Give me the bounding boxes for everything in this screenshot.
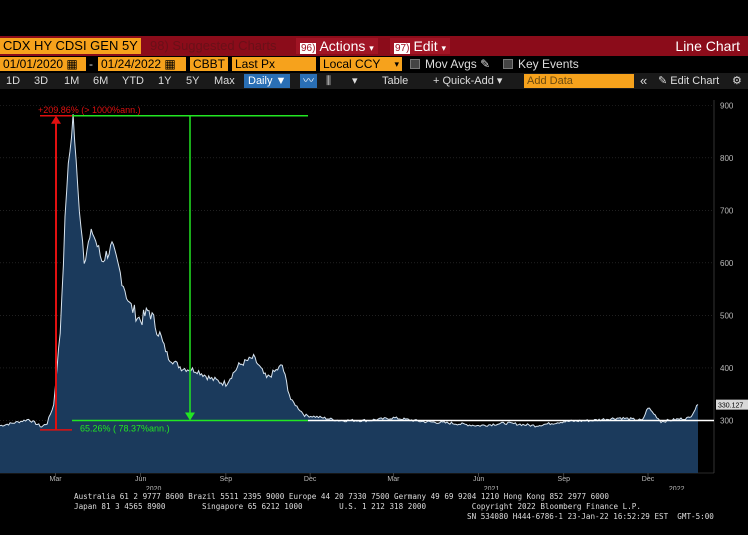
mov-avgs-label[interactable]: Mov Avgs ✎ (425, 57, 490, 71)
quick-add-button[interactable]: + Quick-Add ▾ (433, 75, 503, 87)
period-6m[interactable]: 6M (93, 75, 109, 87)
gear-icon[interactable]: ⚙ (732, 75, 742, 87)
mov-avgs-checkbox[interactable] (410, 59, 420, 69)
y-tick-label: 700 (720, 206, 734, 215)
date-separator: - (89, 57, 93, 71)
last-value-box (716, 399, 748, 410)
period-bar (0, 73, 748, 89)
series-area (0, 114, 698, 473)
y-tick-label: 800 (720, 154, 734, 163)
x-year-label: 2021 (484, 486, 500, 490)
rise-annotation: +209.86% (> 1000%ann.) (38, 105, 141, 115)
frequency-dropdown[interactable]: Daily ▼ (244, 74, 291, 88)
start-date-field[interactable]: 01/01/2020 ▦ (0, 57, 86, 71)
x-tick-label: Dec (304, 476, 317, 483)
y-axis: 300 400 500 600 700 800 900 (713, 100, 734, 473)
edit-menu-number: 97) (394, 43, 411, 54)
edit-chart-button[interactable]: ✎ Edit Chart (658, 74, 719, 88)
actions-menu-number: 96) (300, 43, 317, 54)
y-tick-label: 400 (720, 364, 734, 373)
x-tick-label: Dec (642, 476, 655, 483)
add-data-input[interactable]: Add Data (524, 74, 634, 88)
actions-menu-label: Actions (319, 38, 366, 54)
period-3d[interactable]: 3D (34, 75, 49, 87)
fall-arrow-head (185, 412, 195, 421)
calendar-icon[interactable]: ▦ (66, 57, 78, 71)
footer-contacts-1: Australia 61 2 9777 8600 Brazil 5511 239… (74, 492, 609, 501)
period-5y[interactable]: 5Y (186, 75, 200, 87)
x-year-label: 2020 (146, 486, 162, 490)
period-ytd[interactable]: YTD (122, 75, 144, 87)
suggested-charts-button[interactable]: 98) Suggested Charts (150, 38, 277, 53)
bar-style-icon[interactable]: ⫼ (326, 75, 332, 87)
edit-menu[interactable]: 97) Edit ▾ (390, 38, 450, 54)
pencil-icon[interactable]: ✎ (480, 57, 491, 71)
x-year-label: 2022 (669, 486, 685, 490)
mov-avgs-text: Mov Avgs (425, 57, 477, 71)
currency-field[interactable]: Local CCY ▾ (320, 57, 402, 71)
x-axis: Mar Jun Sep Dec Mar Jun Sep Dec 2020 2021 2022 (0, 472, 714, 490)
end-date-value: 01/24/2022 (101, 57, 162, 71)
y-tick-label: 600 (720, 259, 734, 268)
x-tick-label: Sep (220, 476, 233, 483)
y-tick-label: 500 (720, 311, 734, 320)
actions-menu[interactable]: 96) Actions ▾ (296, 38, 378, 54)
collapse-icon[interactable]: « (640, 73, 648, 88)
y-tick-label: 300 (720, 416, 734, 425)
start-date-value: 01/01/2020 (3, 57, 64, 71)
annotations: +209.86% (> 1000%ann.) 65.26% ( 78.37%ann… (38, 105, 714, 433)
x-tick-label: Mar (387, 476, 400, 483)
ticker-field[interactable]: CDX HY CDSI GEN 5Y (0, 38, 141, 54)
period-1d[interactable]: 1D (6, 75, 21, 87)
end-date-field[interactable]: 01/24/2022 ▦ (98, 57, 186, 71)
x-tick-label: Jun (135, 476, 146, 483)
x-tick-label: Jun (473, 476, 484, 483)
chevron-down-icon: ▾ (369, 43, 374, 53)
key-events-label[interactable]: Key Events (518, 57, 579, 71)
period-max[interactable]: Max (214, 75, 235, 87)
table-button[interactable]: Table (382, 75, 409, 87)
x-tick-label: Sep (558, 476, 571, 483)
line-chart[interactable]: 300 400 500 600 700 800 900 Mar Jun Sep Dec Mar Jun… (0, 90, 748, 490)
currency-value: Local CCY (323, 57, 381, 71)
edit-chart-label: Edit Chart (670, 75, 720, 87)
x-tick-label: Mar (50, 476, 63, 483)
pricing-source-field[interactable]: CBBT (190, 57, 228, 71)
y-tick-label: 900 (720, 101, 734, 110)
last-value-text: 330.127 (718, 403, 743, 410)
calendar-icon[interactable]: ▦ (164, 57, 176, 71)
chart-type-title: Line Chart (675, 38, 740, 54)
edit-menu-label: Edit (413, 38, 438, 54)
fall-annotation: 65.26% ( 78.37%ann.) (80, 423, 170, 433)
last-value-label: 330.127 (716, 399, 748, 410)
chevron-down-icon: ▾ (441, 43, 446, 53)
price-field[interactable]: Last Px (232, 57, 316, 71)
key-events-checkbox[interactable] (503, 59, 513, 69)
period-1m[interactable]: 1M (64, 75, 80, 87)
footer-contacts-2: Japan 81 3 4565 8900 Singapore 65 6212 1… (74, 502, 641, 511)
rise-arrow-head (51, 115, 61, 124)
chevron-down-icon[interactable]: ▾ (352, 75, 358, 87)
period-1y[interactable]: 1Y (158, 75, 172, 87)
footer-session: SN 534080 H444-6786-1 23-Jan-22 16:52:29… (467, 512, 714, 521)
chevron-down-icon[interactable]: ▾ (394, 59, 399, 69)
pencil-icon: ✎ (658, 75, 668, 87)
line-chart-icon[interactable]: 〰 (300, 74, 317, 88)
